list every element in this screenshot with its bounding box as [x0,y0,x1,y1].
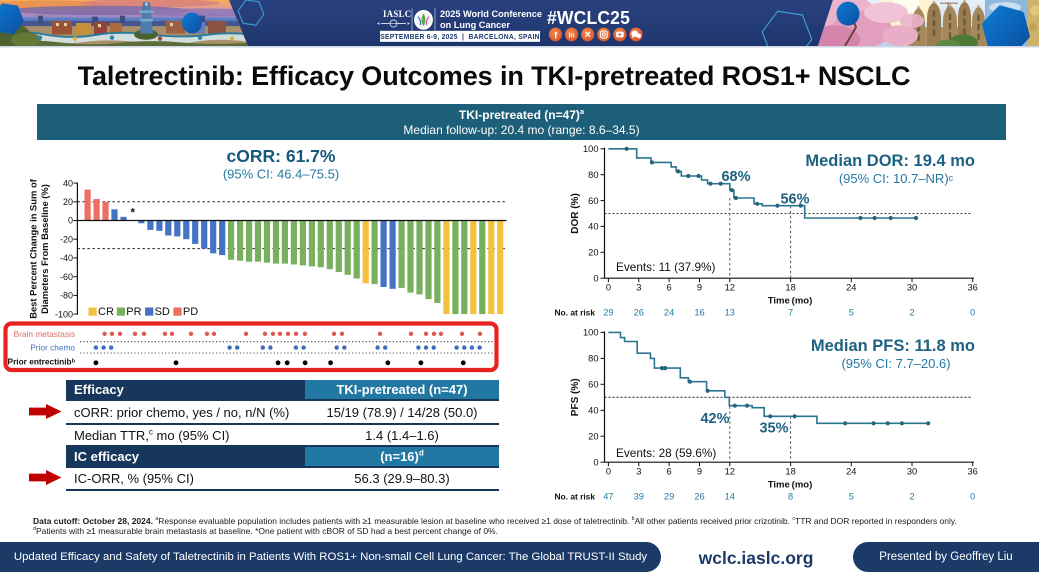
svg-text:Best Percent Change in Sum of: Best Percent Change in Sum of [28,178,39,318]
svg-text:Prior entrectinibb: Prior entrectinibb [8,356,76,366]
svg-text:24: 24 [846,467,856,477]
svg-text:-20: -20 [60,234,73,244]
svg-text:47: 47 [603,492,613,502]
svg-text:40: 40 [588,222,598,232]
svg-text:0: 0 [68,216,73,226]
svg-text:30: 30 [907,467,917,477]
svg-text:(95% CI: 7.7–20.6): (95% CI: 7.7–20.6) [841,356,950,371]
svg-text:Diameters From Baseline (%): Diameters From Baseline (%) [39,184,50,314]
svg-text:SD: SD [155,306,170,318]
svg-text:29: 29 [664,492,674,502]
svg-text:20: 20 [588,431,598,441]
svg-text:100: 100 [583,144,599,154]
svg-text:#WCLC25: #WCLC25 [547,8,630,28]
svg-text:No. at risk: No. at risk [555,492,596,502]
svg-text:36: 36 [968,467,978,477]
svg-text:-80: -80 [60,291,73,301]
svg-text:on Lung Cancer: on Lung Cancer [440,19,510,30]
svg-text:PD: PD [183,306,198,318]
svg-text:12: 12 [725,467,735,477]
svg-text:SEPTEMBER 6-9, 2025 | BARCEL: SEPTEMBER 6-9, 2025 | BARCELONA, SPAIN [380,34,539,41]
svg-text:IASLC: IASLC [383,9,411,19]
svg-text:*: * [131,208,136,220]
svg-text:24: 24 [664,308,674,318]
svg-text:-40: -40 [60,253,73,263]
svg-text:2025 World Conference: 2025 World Conference [440,8,542,19]
svg-text:0: 0 [606,283,611,293]
svg-text:✕: ✕ [584,29,591,39]
svg-text:80: 80 [588,354,598,364]
svg-text:PR: PR [126,306,141,318]
svg-text:Median DOR: 19.4 mo: Median DOR: 19.4 mo [805,152,975,170]
svg-text:Prior chemo: Prior chemo [30,343,75,353]
svg-text:7: 7 [788,308,793,318]
svg-text:100: 100 [583,328,599,338]
svg-text:Time (mo): Time (mo) [768,296,812,307]
svg-text:0: 0 [593,457,598,467]
svg-text:26: 26 [634,308,644,318]
svg-text:cORR: 61.7%: cORR: 61.7% [227,146,336,166]
svg-text:2: 2 [909,492,914,502]
svg-text:Brain metastasis: Brain metastasis [14,329,75,339]
svg-text:PFS (%): PFS (%) [570,378,581,416]
svg-text:16: 16 [694,308,704,318]
svg-text:0: 0 [606,467,611,477]
svg-text:20: 20 [63,197,73,207]
svg-text:36: 36 [968,283,978,293]
svg-text:Events: 11 (37.9%): Events: 11 (37.9%) [616,260,716,274]
svg-text:56%: 56% [780,192,809,208]
svg-text:f: f [554,30,558,40]
svg-text:5: 5 [849,492,854,502]
svg-text:-60: -60 [60,272,73,282]
svg-text:2: 2 [909,308,914,318]
svg-text:6: 6 [667,283,672,293]
svg-text:60: 60 [588,380,598,390]
svg-text:0: 0 [970,492,975,502]
svg-text:9: 9 [697,283,702,293]
svg-text:60: 60 [588,196,598,206]
svg-text:(95% CI: 10.7–NR)c: (95% CI: 10.7–NR)c [839,171,954,186]
svg-text:in: in [568,31,574,39]
svg-text:Median PFS: 11.8 mo: Median PFS: 11.8 mo [811,337,975,355]
svg-text:13: 13 [725,308,735,318]
svg-text:40: 40 [588,406,598,416]
svg-text:29: 29 [603,308,613,318]
svg-text:42%: 42% [700,411,729,427]
svg-text:80: 80 [588,170,598,180]
svg-text:0: 0 [593,273,598,283]
svg-text:68%: 68% [721,169,750,185]
svg-text:0: 0 [970,308,975,318]
svg-text:No. at risk: No. at risk [555,308,596,318]
svg-text:5: 5 [849,308,854,318]
svg-text:Events: 28 (59.6%): Events: 28 (59.6%) [616,446,716,460]
svg-text:20: 20 [588,248,598,258]
svg-text:DOR (%): DOR (%) [570,193,581,234]
svg-text:14: 14 [725,492,735,502]
svg-text:8: 8 [788,492,793,502]
svg-text:40: 40 [63,178,73,188]
svg-text:-100: -100 [55,309,73,319]
svg-text:35%: 35% [759,421,788,437]
svg-text:CR: CR [98,306,114,318]
svg-text:Time (mo): Time (mo) [768,480,812,491]
svg-text:9: 9 [697,467,702,477]
svg-text:39: 39 [634,492,644,502]
svg-text:(95% CI: 46.4–75.5): (95% CI: 46.4–75.5) [223,167,339,182]
svg-text:12: 12 [725,283,735,293]
svg-text:24: 24 [846,283,856,293]
svg-text:3: 3 [636,283,641,293]
svg-text:3: 3 [636,467,641,477]
svg-text:18: 18 [785,283,795,293]
svg-text:30: 30 [907,283,917,293]
svg-text:26: 26 [694,492,704,502]
svg-text:18: 18 [785,467,795,477]
svg-text:6: 6 [667,467,672,477]
